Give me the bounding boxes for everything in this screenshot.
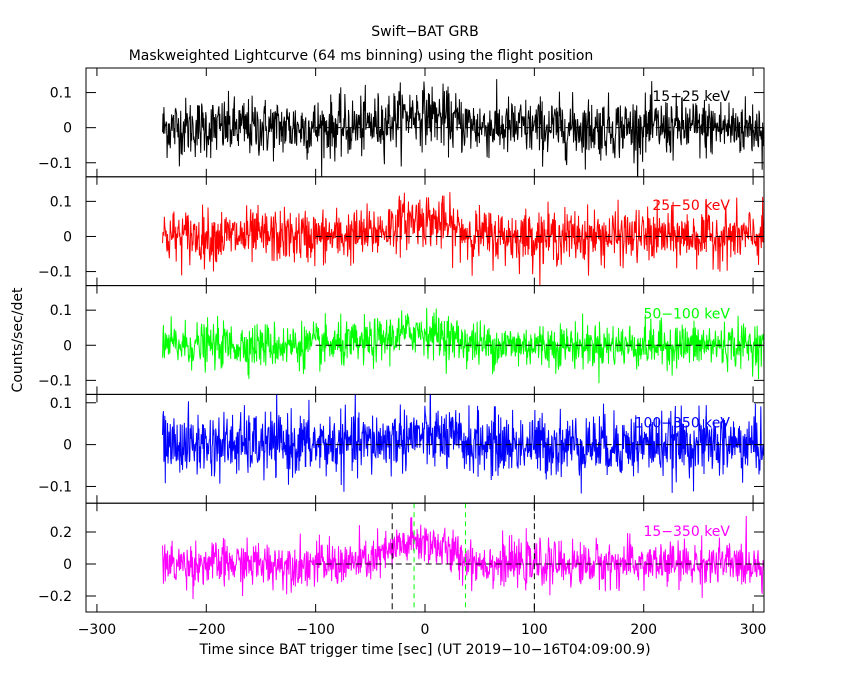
panel-5-plot-area — [162, 503, 764, 612]
y-tick-label-3-3: 0.1 — [50, 303, 72, 319]
panel-1-plot-area — [162, 79, 764, 177]
panels-group: 15−25 keV−0.100.125−50 keV−0.100.150−100… — [38, 67, 765, 613]
y-tick-label-2-2: 0 — [63, 229, 72, 245]
x-tick-label-4: 0 — [421, 622, 430, 638]
y-tick-label-1-3: 0.1 — [50, 86, 72, 102]
y-tick-label-5-1: −0.2 — [38, 589, 72, 605]
panel-5: 15−350 keV −0.2 0 0.2 — [38, 502, 765, 613]
band-label-5: 15−350 keV — [643, 524, 730, 540]
x-axis-label: Time since BAT trigger time [sec] (UT 20… — [198, 642, 650, 658]
y-tick-label-1-2: 0 — [63, 121, 72, 137]
y-tick-label-2-1: −0.1 — [38, 265, 72, 281]
panel-2-plot-area — [162, 192, 764, 286]
panel-3-plot-area — [162, 307, 764, 384]
y-tick-label-5-2: 0 — [63, 557, 72, 573]
x-tick-label-7: 300 — [740, 622, 767, 638]
panel-4-plot-area — [162, 394, 764, 494]
band-label-2: 25−50 keV — [652, 198, 730, 214]
x-tick-label-1: −300 — [78, 622, 116, 638]
y-tick-label-3-1: −0.1 — [38, 373, 72, 389]
y-tick-label-1-1: −0.1 — [38, 156, 72, 172]
x-axis: −300 −200 −100 0 100 200 300 — [78, 622, 767, 638]
x-tick-label-2: −200 — [187, 622, 225, 638]
lightcurve-trace-3 — [162, 307, 764, 384]
lightcurve-trace-4 — [162, 394, 764, 494]
panel-3: 50−100 keV −0.1 0 0.1 — [38, 285, 765, 395]
y-tick-label-4-1: −0.1 — [38, 479, 72, 495]
lightcurve-trace-2 — [162, 192, 764, 286]
band-label-4: 100−350 keV — [635, 415, 731, 431]
chart-subtitle: Maskweighted Lightcurve (64 ms binning) … — [129, 48, 594, 64]
panel-4: 100−350 keV −0.1 0 0.1 — [38, 393, 765, 504]
y-tick-label-5-3: 0.2 — [50, 525, 72, 541]
x-tick-label-3: −100 — [296, 622, 334, 638]
x-tick-label-5: 100 — [521, 622, 548, 638]
y-tick-label-4-3: 0.1 — [50, 396, 72, 412]
panel-2: 25−50 keV −0.1 0 0.1 — [38, 176, 765, 287]
band-label-3: 50−100 keV — [643, 307, 730, 323]
lightcurve-trace-5 — [162, 516, 764, 599]
band-label-1: 15−25 keV — [652, 89, 730, 105]
x-tick-label-6: 200 — [630, 622, 657, 638]
lightcurve-trace-1 — [162, 79, 764, 177]
panel-1: 15−25 keV −0.1 0 0.1 — [38, 67, 765, 178]
y-axis-label: Counts/sec/det — [10, 287, 26, 392]
y-tick-label-3-2: 0 — [63, 338, 72, 354]
chart-title: Swift−BAT GRB — [371, 24, 478, 40]
y-tick-label-4-2: 0 — [63, 438, 72, 454]
y-tick-label-2-3: 0.1 — [50, 194, 72, 210]
